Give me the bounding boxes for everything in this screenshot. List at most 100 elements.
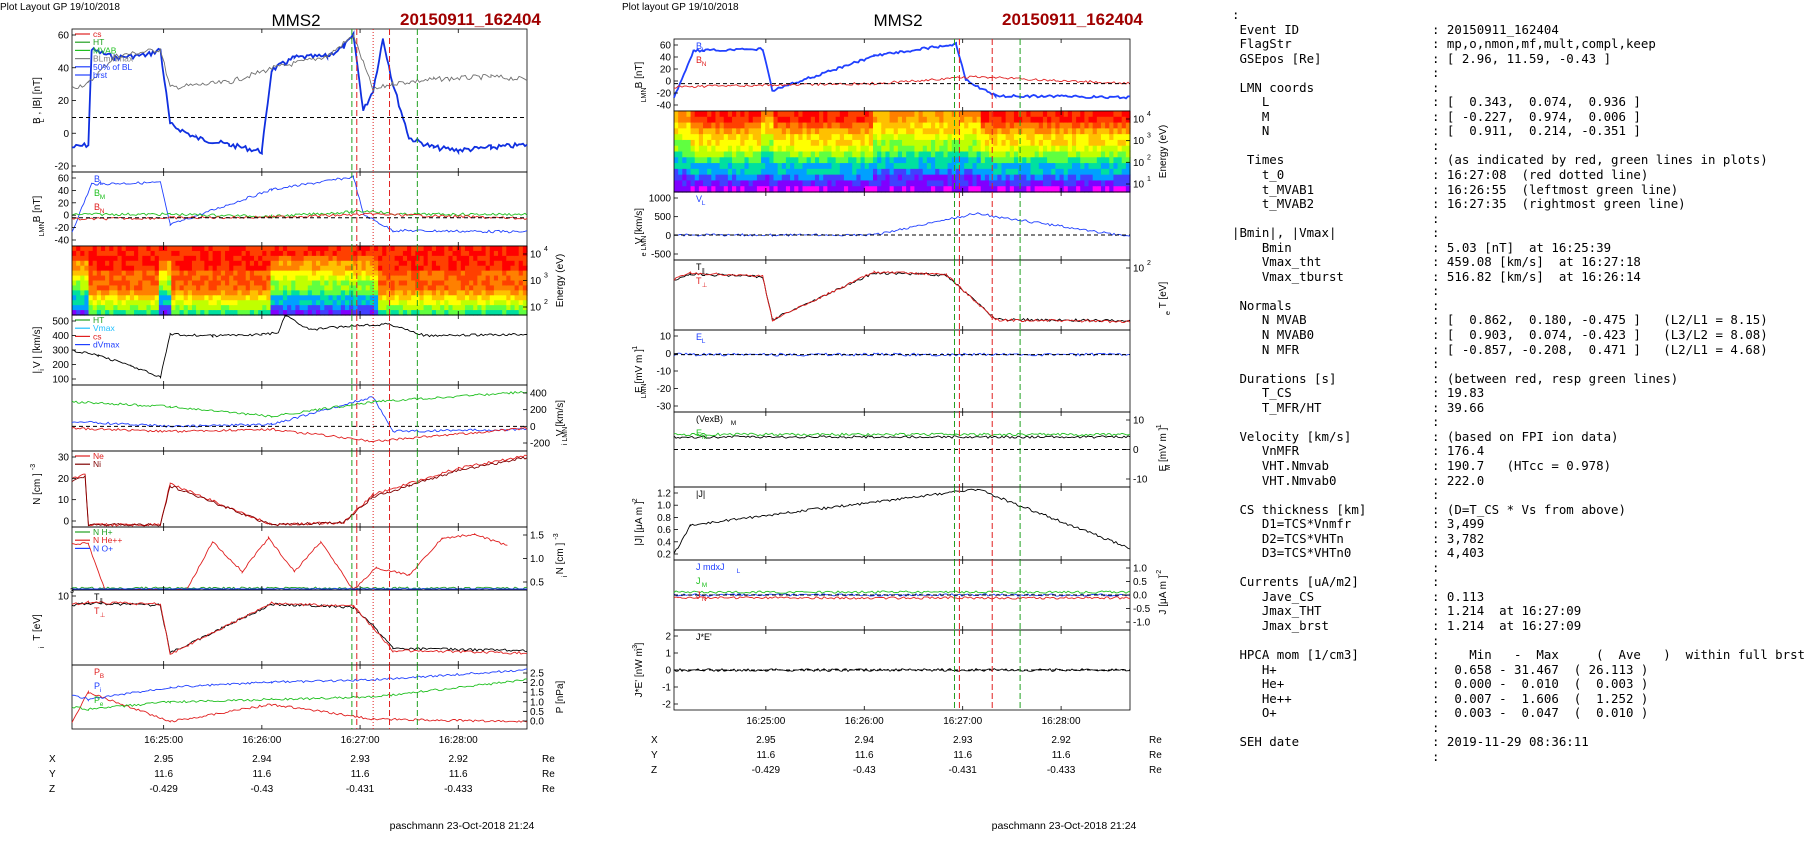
spectrogram-cell [694, 116, 700, 124]
spectrogram-cell [918, 174, 924, 182]
spectrogram-cell [204, 305, 210, 311]
spectrogram-cell [171, 300, 177, 306]
spectrogram-cell [254, 280, 259, 287]
spectrogram-cell [316, 275, 321, 282]
spectrogram-cell [134, 305, 139, 311]
spectrogram-cell [460, 270, 466, 277]
spectrogram-cell [105, 295, 110, 301]
spectrogram-cell [328, 285, 334, 291]
spectrogram-cell [955, 139, 961, 147]
spectrogram-cell [868, 111, 874, 118]
spectrogram-cell [303, 265, 309, 272]
spectrogram-cell [518, 255, 524, 262]
spectrogram-cell [993, 186, 998, 193]
spectrogram-cell [1105, 174, 1110, 182]
series-label-sub: N [702, 596, 707, 603]
spectrogram-cell [444, 300, 450, 306]
spectrogram-cell [489, 246, 495, 252]
spectrogram-cell [980, 186, 986, 193]
spectrogram-cell [719, 122, 725, 129]
spectrogram-cell [1121, 186, 1127, 193]
spectrogram-cell [806, 186, 812, 193]
spectrogram-cell [1030, 139, 1036, 147]
coord-value: -0.43 [250, 784, 273, 795]
summary-value: : (D=T_CS * Vs from above) [1432, 501, 1626, 517]
coord-value: -0.433 [1047, 765, 1076, 776]
spectrogram-cell [365, 250, 371, 257]
spectrogram-cell [113, 285, 119, 291]
spectrogram-cell [129, 275, 135, 282]
spectrogram-cell [295, 265, 301, 272]
spectrogram-cell [885, 145, 891, 153]
spectrogram-cell [142, 285, 148, 291]
spectrogram-cell [287, 260, 292, 267]
summary-label: Durations [s] [1232, 370, 1337, 386]
spectrogram-cell [353, 310, 359, 316]
spectrogram-cell [1121, 157, 1127, 164]
spectrogram-cell [452, 250, 458, 257]
spectrogram-cell [249, 275, 255, 282]
spectrogram-cell [398, 300, 404, 306]
spectrogram-cell [444, 265, 450, 272]
spectrogram-cell [843, 163, 849, 170]
spectrogram-cell [477, 250, 483, 257]
spectrogram-cell [761, 163, 766, 170]
spectrogram-cell [398, 305, 404, 311]
spectrogram-cell [872, 180, 878, 187]
spectrogram-cell [270, 310, 276, 316]
spectrogram-cell [835, 122, 841, 129]
spectrogram-cell [711, 134, 717, 141]
spectrogram-cell [1059, 174, 1065, 182]
spectrogram-cell [860, 174, 866, 182]
spectrogram-cell [980, 157, 986, 164]
spectrogram-cell [109, 300, 114, 306]
spectrogram-cell [464, 290, 470, 296]
spectrogram-cell [109, 280, 114, 287]
spectrogram-cell [980, 180, 986, 187]
spectrogram-cell [1076, 174, 1081, 182]
spectrogram-cell [698, 111, 704, 118]
coord-value: 11.6 [953, 750, 972, 761]
spectrogram-cell [765, 139, 770, 147]
spectrogram-cell [386, 285, 392, 291]
spectrogram-cell [452, 300, 458, 306]
spectrogram-cell [386, 270, 392, 277]
spectrogram-cell [902, 186, 907, 193]
y-tick-label-right: 1.0 [1133, 564, 1147, 575]
spectrogram-cell [694, 139, 700, 147]
spectrogram-cell [419, 250, 425, 257]
spectrogram-cell [212, 250, 218, 257]
spectrogram-cell [92, 295, 98, 301]
spectrogram-cell [893, 111, 899, 118]
spectrogram-cell [910, 116, 916, 124]
summary-value: : (based on FPI ion data) [1432, 428, 1619, 444]
spectrogram-cell [175, 275, 181, 282]
summary-value: : [1432, 632, 1440, 648]
spectrogram-cell [518, 270, 524, 277]
spectrogram-cell [1013, 145, 1019, 153]
spectrogram-cell [332, 285, 338, 291]
summary-label: N MVAB [1232, 312, 1307, 328]
y-axis-label: |J| [μA m ] [634, 501, 645, 546]
spectrogram-cell [752, 122, 758, 129]
spectrogram-cell [761, 116, 766, 124]
spectrogram-cell [802, 157, 808, 164]
spectrogram-cell [931, 151, 936, 158]
spectrogram-cell [703, 122, 708, 129]
spectrogram-cell [831, 128, 837, 135]
spectrogram-cell [105, 250, 110, 257]
spectrogram-cell [502, 290, 507, 296]
spectrogram-cell [204, 290, 210, 296]
spectrogram-cell [142, 255, 148, 262]
spectrogram-cell [947, 157, 953, 164]
y-tick-label-right: 400 [530, 389, 547, 400]
summary-value: : 459.08 [km/s] at 16:27:18 [1432, 254, 1641, 270]
spectrogram-cell [452, 260, 458, 267]
series-label: J*E' [696, 632, 712, 642]
spectrogram-cell [777, 180, 783, 187]
spectrogram-cell [498, 275, 503, 282]
spectrogram-cell [1026, 111, 1032, 118]
spectrogram-cell [80, 265, 86, 272]
spectrogram-cell [777, 157, 783, 164]
spectrogram-cell [299, 310, 305, 316]
